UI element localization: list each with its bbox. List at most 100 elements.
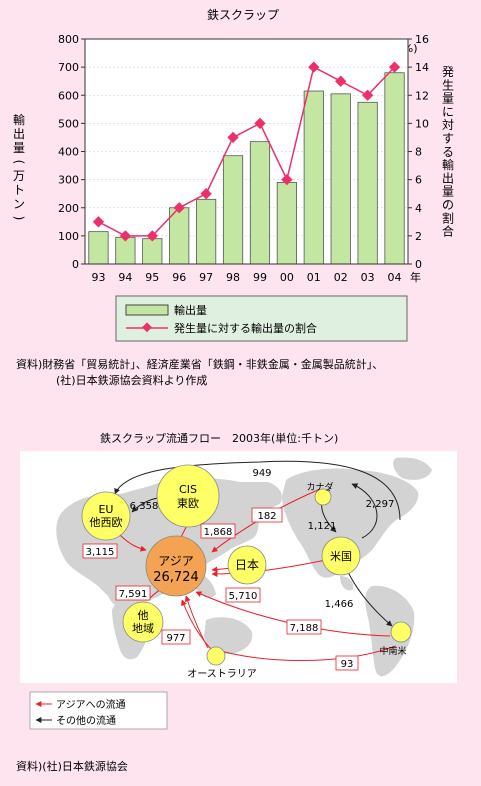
value-eu-to-asia: 3,115	[86, 547, 115, 558]
region-other	[122, 601, 164, 643]
region-eu	[81, 491, 131, 541]
region-cis	[156, 464, 220, 528]
value-japan-to-asia: 5,710	[229, 591, 258, 602]
flow-line-usa-to-asia	[211, 559, 327, 577]
legend-other: その他の流通	[56, 714, 116, 727]
tick-label-right: 14	[415, 61, 429, 74]
y-axis-label-left: 輸出量 ( 万トン)	[12, 112, 26, 220]
tick-label-right: 4	[415, 202, 422, 215]
tick-label-right: 2	[415, 230, 422, 243]
ratio-point	[227, 131, 239, 144]
axis-label-glyph: 万	[13, 169, 25, 183]
ratio-point	[200, 188, 212, 200]
axis-label-glyph: 量	[442, 185, 454, 199]
label-asia-value: 26,724	[153, 570, 199, 585]
legend-to-asia: アジアへの流通	[56, 698, 126, 711]
label-other: 他地域	[132, 609, 154, 635]
legend-bar-label: 輸出量	[174, 303, 207, 317]
axis-label-glyph: 輸	[442, 157, 454, 172]
tick-label-left: 100	[58, 230, 79, 243]
label-cis: CIS 東欧	[177, 483, 199, 510]
value-cis-to-asia: 1,868	[204, 527, 233, 538]
tick-label-right: 6	[415, 174, 422, 187]
value-canada-to-usa: 1,121	[308, 521, 337, 532]
value-usa-to-eu: 949	[252, 468, 271, 479]
x-axis-unit: 年	[410, 270, 421, 284]
flow-line-usa-to-eu	[114, 460, 401, 521]
axis-label-glyph: 出	[13, 127, 25, 141]
tick-label-left: 200	[58, 202, 79, 215]
region-japan	[227, 545, 267, 585]
tick-label-x: 00	[280, 271, 294, 284]
tick-label-right: 0	[415, 258, 422, 271]
value-australia-to-asia: 977	[166, 633, 185, 644]
axis-label-glyph: 対	[442, 118, 454, 132]
ratio-point	[173, 202, 185, 214]
plot-frame	[84, 38, 409, 265]
tick-label-x: 96	[172, 271, 186, 284]
tick-label-x: 93	[91, 271, 105, 284]
axis-label-glyph: ト	[13, 183, 25, 197]
tick-label-x: 94	[118, 271, 132, 284]
value-other-to-asia: 7,591	[119, 589, 148, 600]
axis-label-glyph: 割	[442, 210, 454, 225]
label-canada: カナダ	[306, 481, 333, 493]
axis-label-glyph: 合	[442, 224, 454, 239]
region-usa	[321, 536, 361, 576]
axis-label-glyph: 輸	[13, 112, 25, 127]
tick-label-right: 10	[415, 117, 429, 130]
tick-label-x: 98	[226, 271, 240, 284]
axis-label-glyph: ン	[13, 197, 25, 211]
label-latam: 中南米	[379, 645, 406, 657]
label-usa: 米国	[330, 550, 352, 563]
value-usa-to-latam: 1,466	[325, 599, 354, 610]
tick-label-right: 8	[415, 146, 422, 159]
flow-line-eu-to-asia	[119, 534, 147, 552]
tick-label-x: 02	[334, 271, 348, 284]
axis-label-glyph: の	[442, 198, 454, 212]
flow-line-usa-to-canada	[351, 483, 378, 539]
axis-label-glyph: (	[12, 160, 26, 165]
tick-label-left: 700	[58, 61, 79, 74]
ratio-point	[146, 230, 158, 242]
tick-label-x: 04	[388, 271, 402, 284]
region-circles	[81, 464, 412, 666]
label-eu: EU 他西欧	[90, 503, 123, 529]
tick-label-right: 12	[415, 89, 429, 102]
flow-title: 鉄スクラップ流通フロー 2003年(単位:千トン)	[100, 432, 339, 445]
value-canada-to-asia: 182	[257, 511, 276, 522]
tick-label-left: 400	[58, 146, 79, 159]
label-asia-name: アジア	[158, 554, 194, 568]
axis-label-glyph: す	[442, 132, 454, 146]
tick-label-x: 97	[199, 271, 213, 284]
axis-label-glyph: )	[12, 216, 26, 221]
tick-label-left: 500	[58, 117, 79, 130]
tick-label-left: 800	[58, 33, 79, 46]
value-cis-to-eu: 6,358	[130, 501, 159, 512]
label-australia: オーストラリア	[187, 668, 257, 680]
legend-line-marker	[142, 322, 152, 333]
value-usa-to-asia: 7,188	[290, 623, 319, 634]
other-flows	[114, 460, 401, 627]
axis-label-glyph: 出	[442, 171, 454, 185]
flow-line-usa-to-latam	[347, 571, 393, 627]
axis-label-glyph: る	[442, 145, 454, 159]
value-usa-to-canada: 2,297	[366, 499, 395, 510]
flow-legend: アジアへの流通 その他の流通	[29, 691, 168, 730]
region-latam	[390, 621, 412, 643]
source-line-3: 資料)(社)日本鉄源協会	[16, 760, 128, 773]
axis-label-glyph: 量	[442, 92, 454, 106]
region-australia	[206, 646, 226, 666]
tick-label-left: 600	[58, 89, 79, 102]
tick-label-x: 03	[361, 271, 375, 284]
axis-label-glyph: 発	[442, 65, 454, 79]
region-canada	[314, 488, 332, 506]
source-line-2: (社)日本鉄源協会資料より作成	[56, 374, 208, 387]
flow-line-cis-to-eu	[131, 497, 159, 513]
legend-line-label: 発生量に対する輸出量の割合	[174, 321, 317, 335]
tick-label-x: 01	[307, 271, 321, 284]
axis-label-glyph: 量	[13, 141, 25, 155]
y-axis-label-right: 発生量に対する輸出量の割合	[442, 65, 454, 239]
value-latam-to-asia: 93	[341, 659, 354, 670]
